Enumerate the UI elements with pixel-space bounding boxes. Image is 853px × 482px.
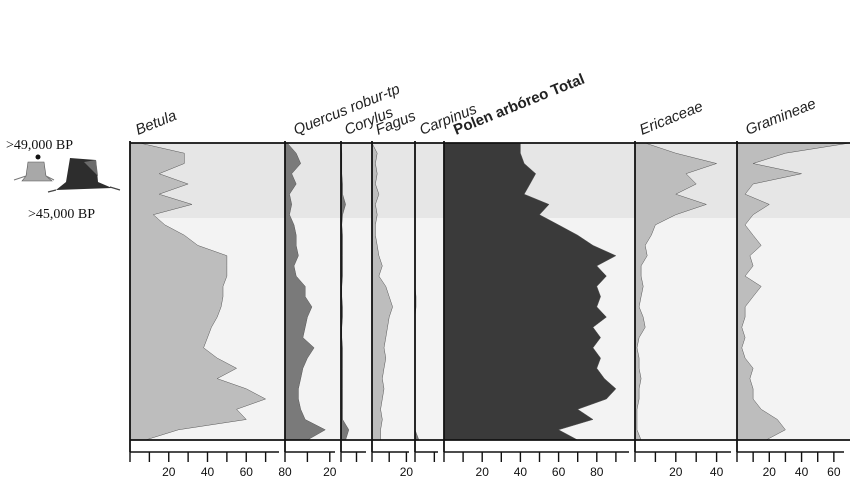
tick-label: 40	[201, 465, 215, 479]
curve-polen-arb-reo-total	[443, 142, 617, 441]
tick-label: 80	[590, 465, 604, 479]
tick-label: 60	[552, 465, 566, 479]
tick-label: 20	[669, 465, 683, 479]
tick-label: 20	[162, 465, 176, 479]
tick-label: 40	[514, 465, 528, 479]
curve-quercus-robur-tp	[284, 142, 326, 441]
diagram-axes: 20 40 60 80 20 20 20 40 60 80 20 40 20 40 60	[129, 141, 850, 479]
tick-label: 60	[240, 465, 254, 479]
date-markers: >49,000 BP >45,000 BP	[6, 138, 121, 222]
date-upper-label: >49,000 BP	[6, 138, 73, 153]
date-point-icon	[35, 154, 41, 160]
tree-stump-large-icon	[47, 158, 121, 193]
date-lower-label: >45,000 BP	[28, 207, 95, 222]
taxon-label: Ericaceae	[637, 98, 705, 139]
tick-label: 20	[763, 465, 777, 479]
tick-label: 40	[795, 465, 809, 479]
taxon-label: Betula	[133, 107, 179, 139]
curve-ericaceae	[634, 142, 718, 441]
tick-label: 20	[476, 465, 490, 479]
curve-gramineae	[736, 142, 851, 441]
tick-label: 20	[400, 465, 414, 479]
tick-label: 20	[323, 465, 337, 479]
taxon-label: Gramineae	[743, 95, 818, 139]
taxon-labels: Betula Quercus robur-tpCorylusFagusCarpin…	[133, 71, 818, 139]
tick-label: 60	[827, 465, 841, 479]
curve-fagus	[371, 142, 393, 441]
curve-betula	[129, 142, 267, 441]
pollen-curves	[129, 142, 851, 441]
tick-label: 80	[278, 465, 292, 479]
tree-stump-small-icon	[13, 161, 55, 182]
tick-label: 40	[710, 465, 724, 479]
